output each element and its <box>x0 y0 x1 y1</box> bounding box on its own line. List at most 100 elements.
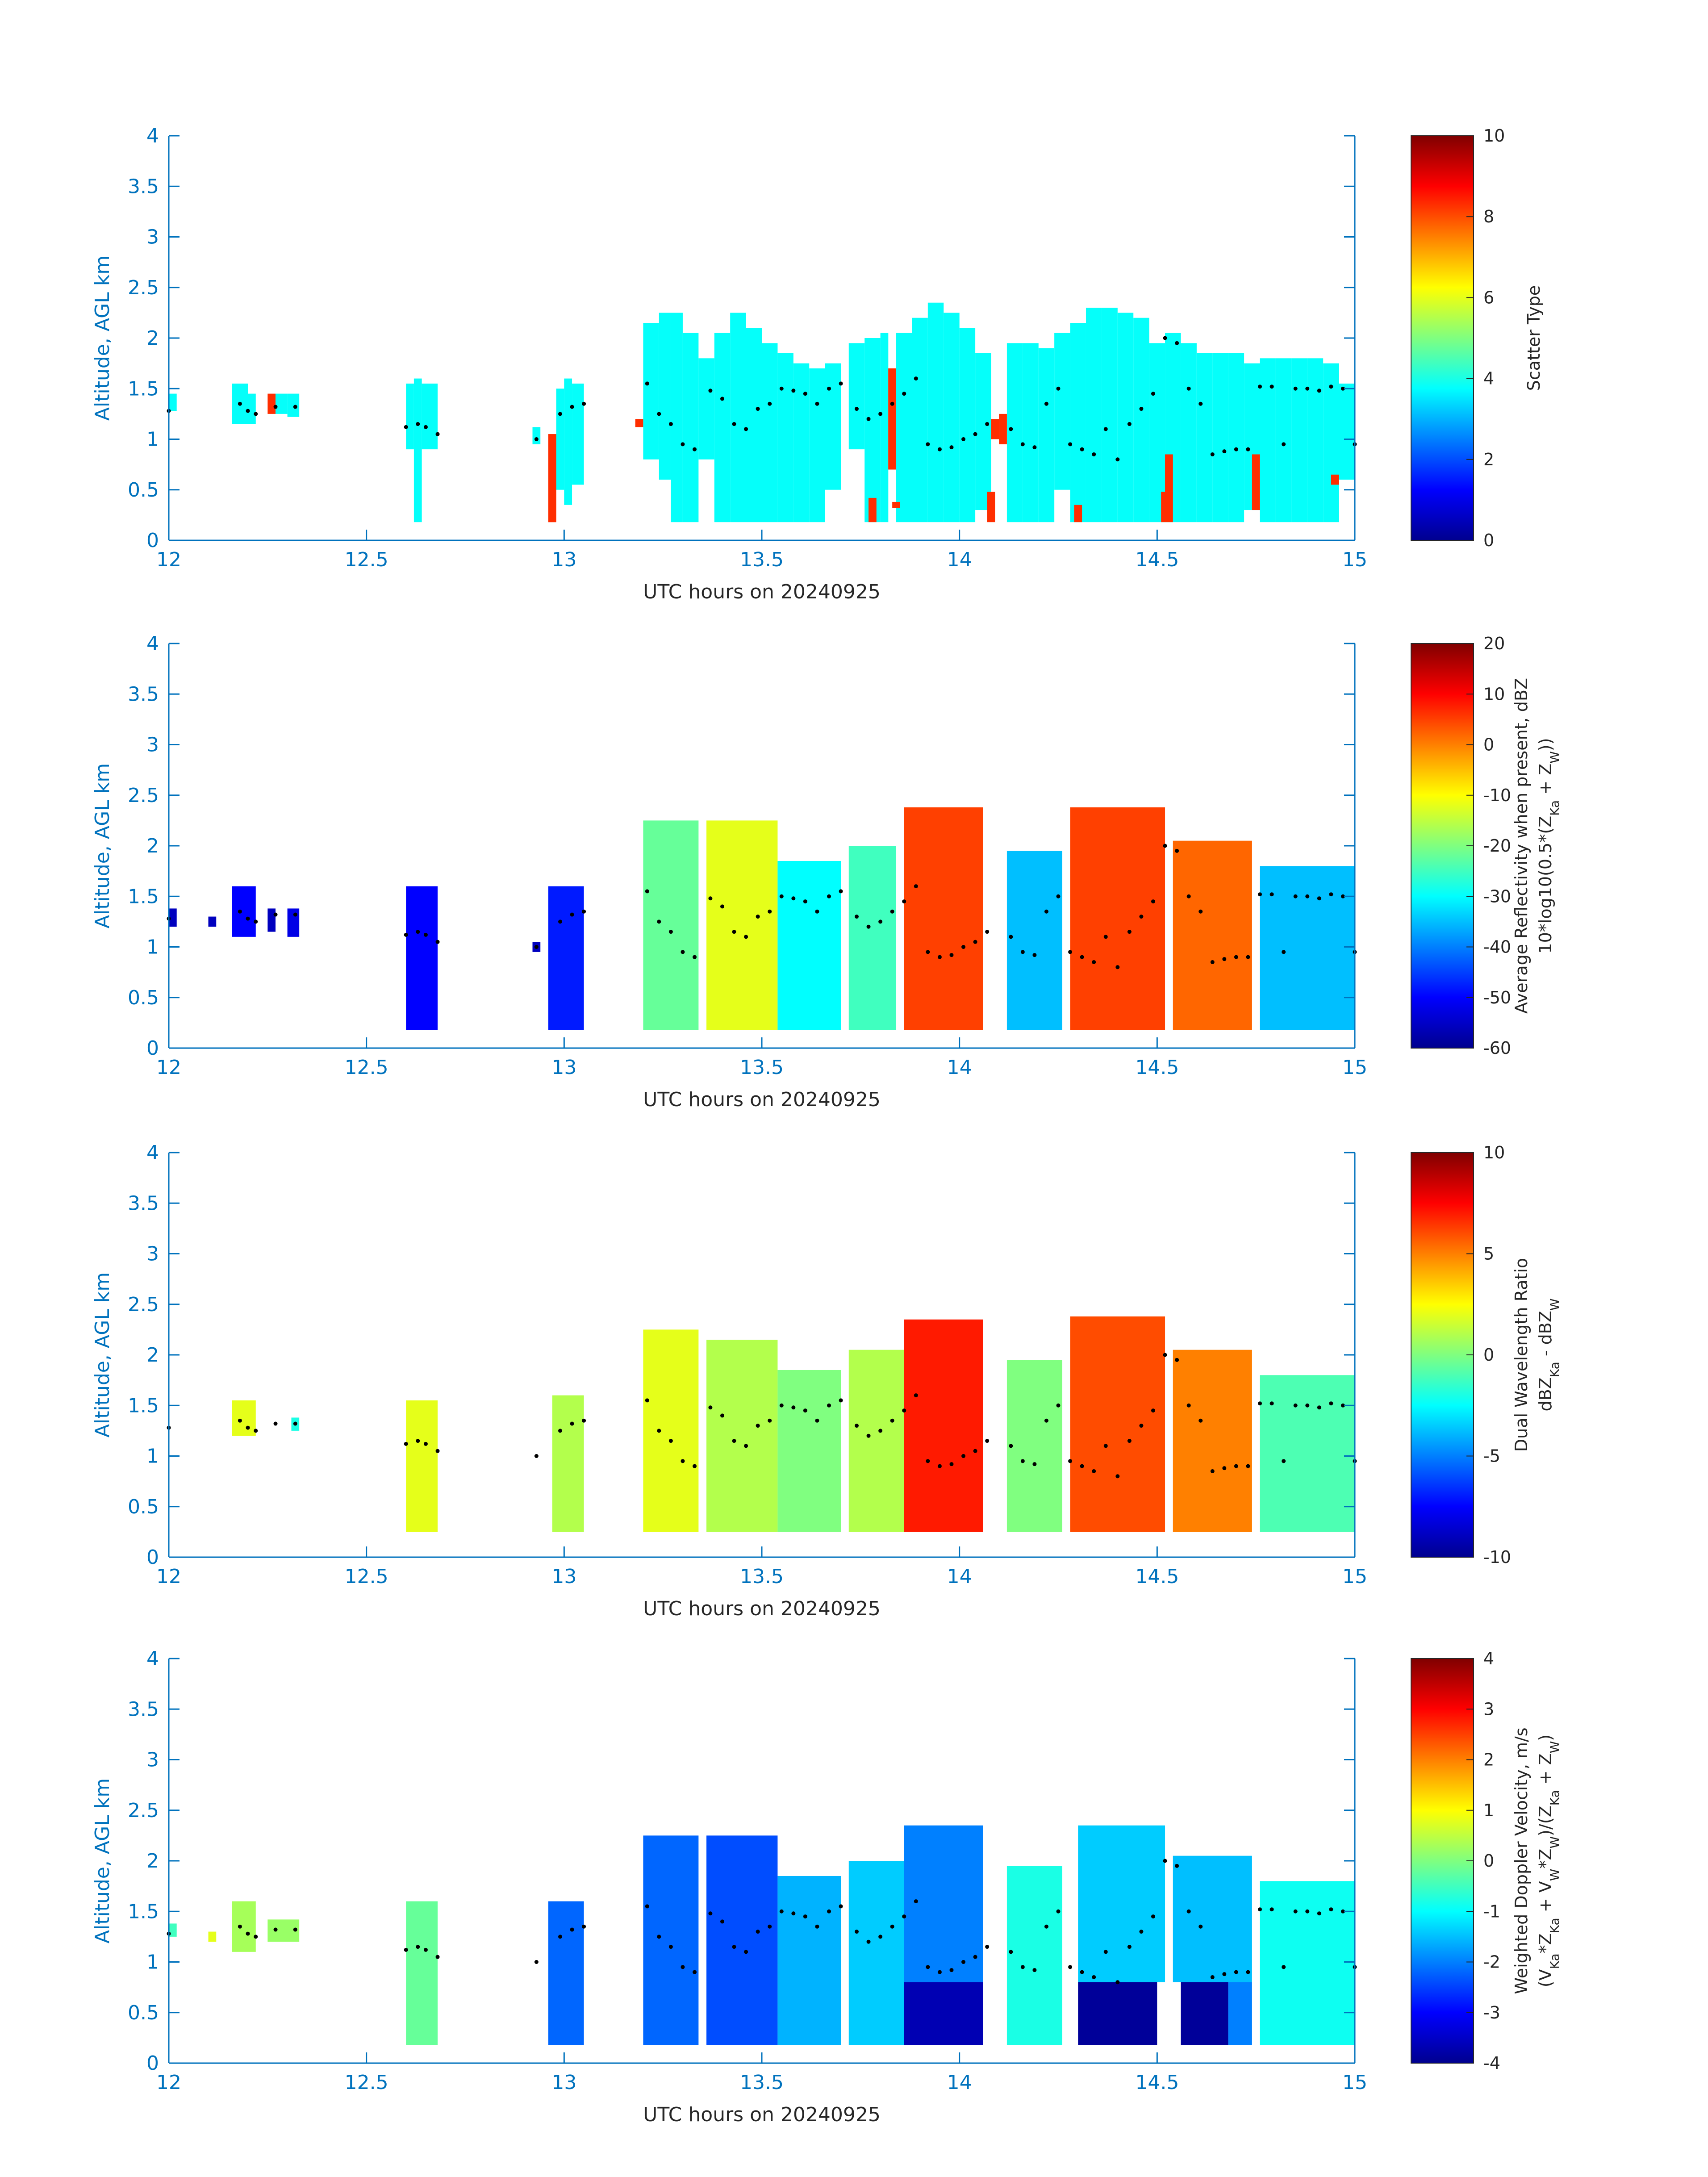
cloud-base-marker <box>926 1965 930 1969</box>
cloud-base-marker <box>681 1965 685 1969</box>
cloud-base-marker <box>1341 894 1345 898</box>
y-tick-label: 2 <box>146 327 159 350</box>
heatmap-cells <box>169 807 1355 1030</box>
cloud-base-marker <box>435 940 440 944</box>
x-tick-label: 13 <box>551 548 576 571</box>
cloud-base-marker <box>534 437 539 441</box>
cloud-base-marker <box>732 1439 736 1443</box>
colorbar-tick-label: 0 <box>1483 735 1494 755</box>
cloud-base-marker <box>1020 1459 1025 1463</box>
cloud-base-marker <box>1317 389 1321 393</box>
cloud-base-marker <box>1044 1924 1048 1929</box>
y-tick-label: 2.5 <box>128 1293 159 1316</box>
cloud-base-marker <box>1032 445 1037 450</box>
colorbar-gradient <box>1411 136 1474 540</box>
cloud-base-marker <box>1341 1909 1345 1914</box>
heatmap-cell <box>682 333 699 522</box>
y-tick-label: 2 <box>146 835 159 857</box>
cloud-base-marker <box>1103 427 1108 431</box>
cloud-base-marker <box>1068 1965 1073 1969</box>
cloud-base-marker <box>1068 1459 1073 1463</box>
cloud-base-marker <box>949 1462 954 1467</box>
cloud-base-marker <box>803 392 807 396</box>
cloud-base-marker <box>1305 1909 1310 1914</box>
cloud-base-marker <box>1056 894 1061 898</box>
cloud-base-marker <box>1115 1474 1120 1479</box>
cloud-base-marker <box>768 401 772 406</box>
heatmap-cell <box>706 1340 778 1532</box>
heatmap-cell <box>532 427 541 444</box>
y-tick-label: 0.5 <box>128 479 159 501</box>
cloud-base-marker <box>1020 1965 1025 1969</box>
y-tick-label: 2.5 <box>128 784 159 807</box>
cloud-base-marker <box>246 409 250 413</box>
y-tick-label: 3 <box>146 1749 159 1772</box>
colorbar-tick-label: -60 <box>1483 1038 1511 1058</box>
colorbar-tick-label: 1 <box>1483 1801 1494 1820</box>
heatmap-cell <box>659 313 671 480</box>
colorbar-tick-label: 10 <box>1483 1143 1505 1162</box>
cloud-base-marker <box>791 896 796 901</box>
cloud-base-marker <box>1092 960 1096 964</box>
cloud-base-marker <box>293 1421 297 1426</box>
cloud-base-marker <box>1270 1401 1274 1406</box>
cloud-base-marker <box>961 437 966 441</box>
heatmap-patch <box>1161 492 1173 522</box>
cloud-base-marker <box>839 1398 843 1403</box>
cloud-base-marker <box>866 1433 871 1438</box>
cloud-base-marker <box>681 1459 685 1463</box>
colorbar-tick-label: 20 <box>1483 634 1505 653</box>
heatmap-cell <box>643 323 659 460</box>
colorbar-tick-label: -2 <box>1483 1952 1500 1972</box>
cloud-base-marker <box>1115 1980 1120 1985</box>
cloud-base-marker <box>273 1927 278 1932</box>
y-tick-label: 1 <box>146 428 159 451</box>
cloud-base-marker <box>534 1960 539 1964</box>
cloud-base-marker <box>254 412 258 416</box>
heatmap-patch <box>1074 505 1082 522</box>
x-tick-label: 14.5 <box>1135 548 1179 571</box>
cloud-base-marker <box>582 401 586 406</box>
cloud-base-marker <box>815 1924 819 1929</box>
cloud-base-marker <box>423 1947 428 1952</box>
cloud-base-marker <box>1151 392 1155 396</box>
x-tick-label: 14.5 <box>1135 1565 1179 1588</box>
cloud-base-marker <box>708 1405 713 1410</box>
colorbar-frame <box>1411 135 1474 541</box>
cloud-base-marker <box>1222 449 1227 454</box>
cloud-base-marker <box>1020 442 1025 447</box>
cloud-base-marker <box>1151 1914 1155 1919</box>
y-tick-label: 1 <box>146 936 159 959</box>
cloud-base-marker <box>854 1930 859 1934</box>
cloud-base-marker <box>1127 1439 1132 1443</box>
cloud-base-marker <box>1234 1464 1238 1468</box>
cloud-base-marker <box>744 935 748 939</box>
cloud-base-marker <box>732 1945 736 1949</box>
heatmap-patch <box>987 492 995 522</box>
cloud-base-marker <box>1139 915 1144 919</box>
x-tick-label: 15 <box>1342 548 1367 571</box>
colorbar-gradient <box>1411 643 1474 1048</box>
heatmap-cell <box>1070 323 1086 522</box>
heatmap-cell <box>809 368 825 522</box>
x-axis-label: UTC hours on 20240925 <box>643 2103 881 2126</box>
cloud-base-marker <box>1305 1403 1310 1408</box>
heatmap-cell <box>904 1319 983 1532</box>
heatmap-cell <box>825 363 841 490</box>
heatmap-cell <box>904 807 983 1030</box>
heatmap-cell <box>406 1400 438 1532</box>
cloud-base-marker <box>1175 848 1179 853</box>
colorbar-tick-label: 5 <box>1483 1244 1494 1264</box>
colorbar: -60 -50 -40 -30 -20 -10 0 10 20 Average Reflectiv… <box>1411 634 1562 1058</box>
cloud-base-marker <box>914 376 918 381</box>
cloud-base-marker <box>1210 960 1215 964</box>
cloud-base-marker <box>1044 909 1048 914</box>
cloud-base-marker <box>720 904 724 909</box>
cloud-base-marker <box>246 1931 250 1936</box>
cloud-base-marker <box>1151 899 1155 904</box>
cloud-base-marker <box>1103 935 1108 939</box>
cloud-base-marker <box>1199 909 1203 914</box>
heatmap-cell <box>1291 358 1307 522</box>
heatmap-cell <box>793 363 810 522</box>
cloud-base-marker <box>1163 844 1167 848</box>
